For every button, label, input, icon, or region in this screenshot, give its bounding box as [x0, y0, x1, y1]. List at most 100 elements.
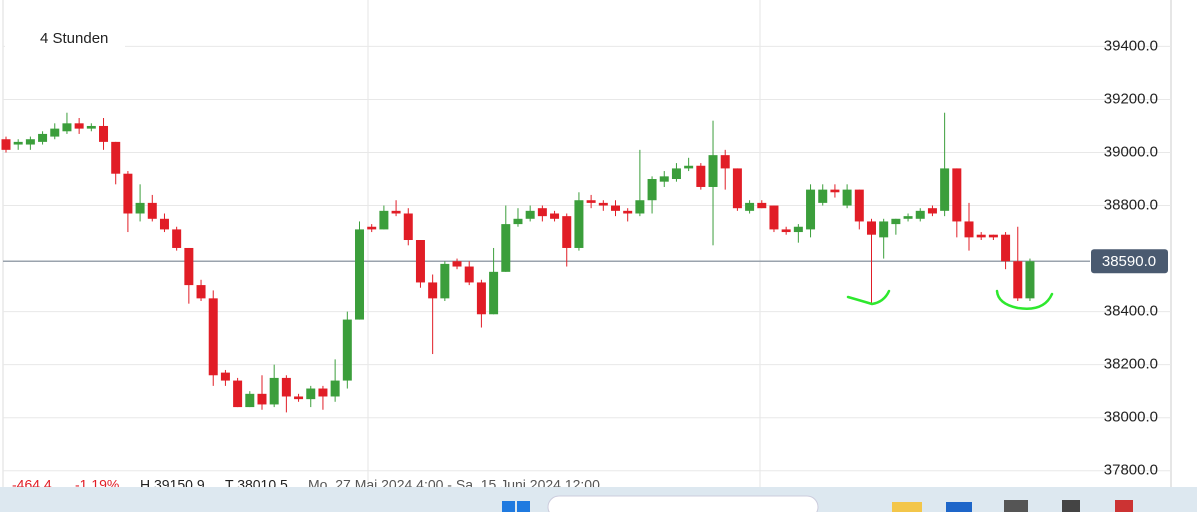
- search-box[interactable]: [547, 495, 819, 512]
- app-icon[interactable]: [1062, 500, 1080, 512]
- candle-body: [635, 200, 645, 214]
- candle-body: [135, 202, 145, 214]
- candle-body: [1, 139, 11, 150]
- candle-body: [330, 380, 340, 397]
- candle-body: [476, 282, 486, 315]
- candle-body: [550, 213, 560, 219]
- y-tick-label: 39200.0: [1104, 90, 1158, 107]
- price-badge: [1091, 249, 1168, 274]
- candles: [1, 112, 1035, 413]
- y-tick-label: 37800.0: [1104, 462, 1158, 479]
- candle-body: [562, 216, 572, 248]
- candle-body: [988, 234, 998, 238]
- candle-body: [830, 189, 840, 193]
- candle-body: [757, 202, 767, 209]
- candle-body: [452, 261, 462, 267]
- candle-body: [891, 218, 901, 225]
- candle-body: [659, 176, 669, 182]
- candle-body: [489, 271, 499, 315]
- candle-body: [99, 125, 109, 142]
- candle-body: [537, 208, 547, 217]
- candle-body: [1013, 261, 1023, 299]
- candle-body: [50, 128, 60, 137]
- candle-body: [696, 165, 706, 187]
- candle-body: [62, 123, 72, 132]
- candle-body: [745, 202, 755, 211]
- folder-icon[interactable]: [892, 502, 922, 512]
- start-icon[interactable]: [517, 501, 530, 512]
- candle-body: [647, 179, 657, 201]
- grid: 37800.0 38000.0 38200.0 38400.0 38800.0 39000…: [3, 37, 1171, 479]
- candle-body: [903, 216, 913, 219]
- app-icon[interactable]: [1004, 500, 1028, 512]
- candle-body: [806, 189, 816, 230]
- candle-body: [306, 388, 316, 400]
- candle-body: [781, 229, 791, 233]
- y-tick-label: 38800.0: [1104, 197, 1158, 214]
- y-tick-label: 39400.0: [1104, 37, 1158, 54]
- app-icon[interactable]: [946, 502, 972, 512]
- candle-body: [732, 168, 742, 209]
- candle-body: [342, 319, 352, 381]
- candle-body: [147, 202, 157, 219]
- candle-body: [513, 218, 523, 225]
- candle-body: [159, 218, 169, 230]
- candle-body: [769, 205, 779, 230]
- candle-body: [233, 380, 243, 408]
- candle-body: [391, 210, 401, 214]
- candle-body: [684, 165, 694, 169]
- candle-body: [464, 266, 474, 283]
- candle-body: [111, 141, 121, 174]
- annotation-stroke: [846, 289, 891, 306]
- candle-body: [220, 372, 230, 381]
- candle-body: [793, 226, 803, 233]
- app-icon[interactable]: [1115, 500, 1133, 512]
- candle-body: [598, 202, 608, 206]
- candle-body: [879, 221, 889, 238]
- candle-body: [367, 226, 377, 230]
- candle-body: [1025, 261, 1035, 299]
- candle-body: [13, 141, 23, 145]
- y-tick-label: 39000.0: [1104, 143, 1158, 160]
- candle-body: [245, 393, 255, 408]
- candle-body: [671, 168, 681, 180]
- title-bg: [5, 28, 125, 50]
- chart-title: 4 Stunden: [40, 30, 108, 47]
- candle-body: [842, 189, 852, 206]
- candle-body: [940, 168, 950, 211]
- candle-body: [123, 173, 133, 214]
- candle-body: [611, 205, 620, 211]
- candle-body: [1001, 234, 1011, 262]
- candle-body: [294, 396, 304, 400]
- candle-body: [355, 229, 365, 320]
- candle-body: [952, 168, 962, 222]
- candle-body: [866, 221, 876, 235]
- candle-body: [623, 210, 633, 214]
- y-tick-label: 38400.0: [1104, 303, 1158, 320]
- candle-body: [415, 240, 425, 283]
- candle-body: [964, 221, 974, 238]
- candle-body: [525, 210, 535, 219]
- candle-body: [720, 155, 730, 169]
- y-tick-label: 38200.0: [1104, 356, 1158, 373]
- candle-body: [927, 208, 937, 214]
- candle-body: [818, 189, 828, 203]
- candle-body: [854, 189, 864, 222]
- candle-body: [318, 388, 328, 397]
- candle-body: [86, 125, 96, 129]
- candle-body: [379, 210, 389, 230]
- candle-body: [976, 234, 986, 238]
- candle-body: [440, 263, 450, 299]
- candle-body: [586, 200, 596, 203]
- candle-body: [501, 224, 511, 272]
- candle-body: [708, 155, 718, 187]
- candle-body: [257, 393, 267, 405]
- candle-body: [74, 123, 84, 129]
- candle-body: [172, 229, 182, 248]
- price-badge-label: 38590.0: [1102, 253, 1156, 270]
- y-tick-label: 38000.0: [1104, 409, 1158, 426]
- start-icon[interactable]: [502, 501, 515, 512]
- candle-body: [915, 210, 925, 219]
